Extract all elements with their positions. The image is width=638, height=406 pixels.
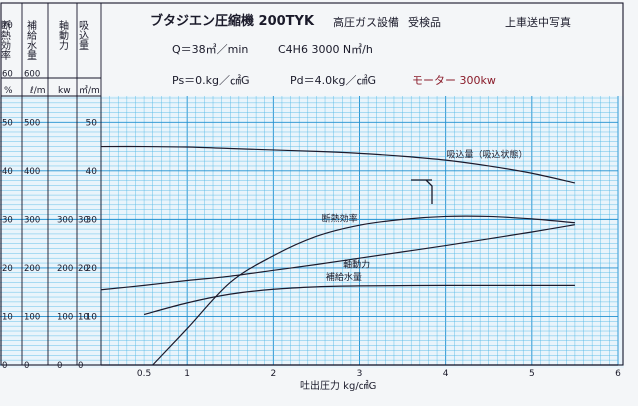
x-axis-label: 吐出圧力 kg/㎠G — [300, 379, 376, 392]
series-label: 吸込量（吸込状態） — [447, 148, 528, 160]
unit-intake: ㎥/m — [79, 85, 100, 96]
y-tick-efficiency: 40 — [2, 167, 13, 177]
unit-water: ℓ/m — [29, 86, 46, 96]
y-tick-water: 300 — [24, 215, 40, 225]
column-header-power: 軸動力 — [57, 19, 69, 51]
chart-title: ブタジエン圧縮機 200TYK — [150, 13, 315, 29]
y-tick-water: 200 — [24, 264, 40, 274]
y-tick-water: 500 — [24, 118, 40, 128]
x-tick: 6 — [615, 369, 621, 379]
y-tick-intake-left: 20 — [78, 264, 89, 274]
y-tick-water: 0 — [24, 361, 29, 371]
company-name: 上車送中写真 — [505, 15, 571, 29]
y-tick-efficiency: 60 — [2, 70, 13, 80]
y-tick-intake-left: 0 — [78, 361, 83, 371]
efficiency-curve — [152, 215, 575, 366]
power-curve — [100, 224, 576, 291]
series-label: 断熱効率 — [322, 213, 358, 225]
x-tick: 0.5 — [137, 369, 151, 379]
y-tick-power: 100 — [57, 312, 73, 322]
water-curve — [143, 284, 575, 316]
y-tick-intake: 10 — [86, 312, 98, 322]
series-label: 補給水量 — [326, 271, 362, 283]
spec-discharge-pressure: Pd＝4.0kg／㎠G — [290, 74, 376, 87]
y-tick-power: 300 — [57, 215, 73, 225]
marker-flag — [411, 179, 433, 204]
y-tick-intake: 40 — [86, 167, 98, 177]
axis-labels: 1020304050010203040506070010020030040050… — [2, 21, 621, 379]
y-tick-intake-left: 10 — [78, 312, 89, 322]
grid — [0, 2, 624, 368]
y-tick-power: 0 — [57, 361, 62, 371]
spec-suction-pressure: Ps＝0.kg／㎠G — [172, 74, 250, 87]
y-tick-intake: 50 — [86, 118, 98, 128]
y-tick-efficiency: 50 — [2, 118, 13, 128]
unit-power: kw — [58, 86, 71, 96]
y-tick-power: 200 — [57, 264, 73, 274]
column-header-efficiency: 断熱効率 — [0, 19, 11, 61]
y-tick-water: 100 — [24, 312, 40, 322]
curves — [100, 145, 576, 366]
y-tick-efficiency: 20 — [2, 264, 13, 274]
y-tick-efficiency: 10 — [2, 312, 13, 322]
y-tick-intake: 20 — [86, 264, 98, 274]
y-tick-efficiency: 0 — [2, 361, 7, 371]
x-tick: 4 — [443, 369, 449, 379]
x-tick: 3 — [357, 369, 363, 379]
y-tick-efficiency: 30 — [2, 215, 13, 225]
subtitle-inspection: 受検品 — [408, 15, 441, 29]
spec-flow: Q＝38㎥／min — [172, 43, 248, 56]
y-tick-intake-left: 30 — [78, 215, 89, 225]
y-tick-water: 600 — [24, 70, 40, 80]
unit-efficiency: % — [4, 86, 13, 96]
column-header-intake: 吸込量 — [77, 20, 89, 50]
series-label: 軸動力 — [343, 259, 370, 271]
intake-curve — [100, 145, 576, 184]
column-units: % ℓ/m kw ㎥/m — [4, 85, 100, 96]
x-tick: 2 — [270, 369, 276, 379]
column-header-water: 補給水量 — [25, 19, 37, 60]
subtitle-equipment: 高圧ガス設備 — [333, 15, 399, 29]
x-tick: 1 — [184, 369, 190, 379]
column-headers: 断熱効率 補給水量 軸動力 吸込量 — [0, 19, 89, 61]
y-tick-water: 400 — [24, 167, 40, 177]
y-tick-intake: 30 — [86, 215, 98, 225]
spec-gas: C4H6 3000 N㎥/h — [278, 43, 373, 56]
y-tick-efficiency: 70 — [2, 21, 13, 31]
x-tick: 5 — [529, 369, 535, 379]
plot-background — [0, 96, 624, 368]
spec-motor: モーター 300kw — [412, 74, 496, 87]
